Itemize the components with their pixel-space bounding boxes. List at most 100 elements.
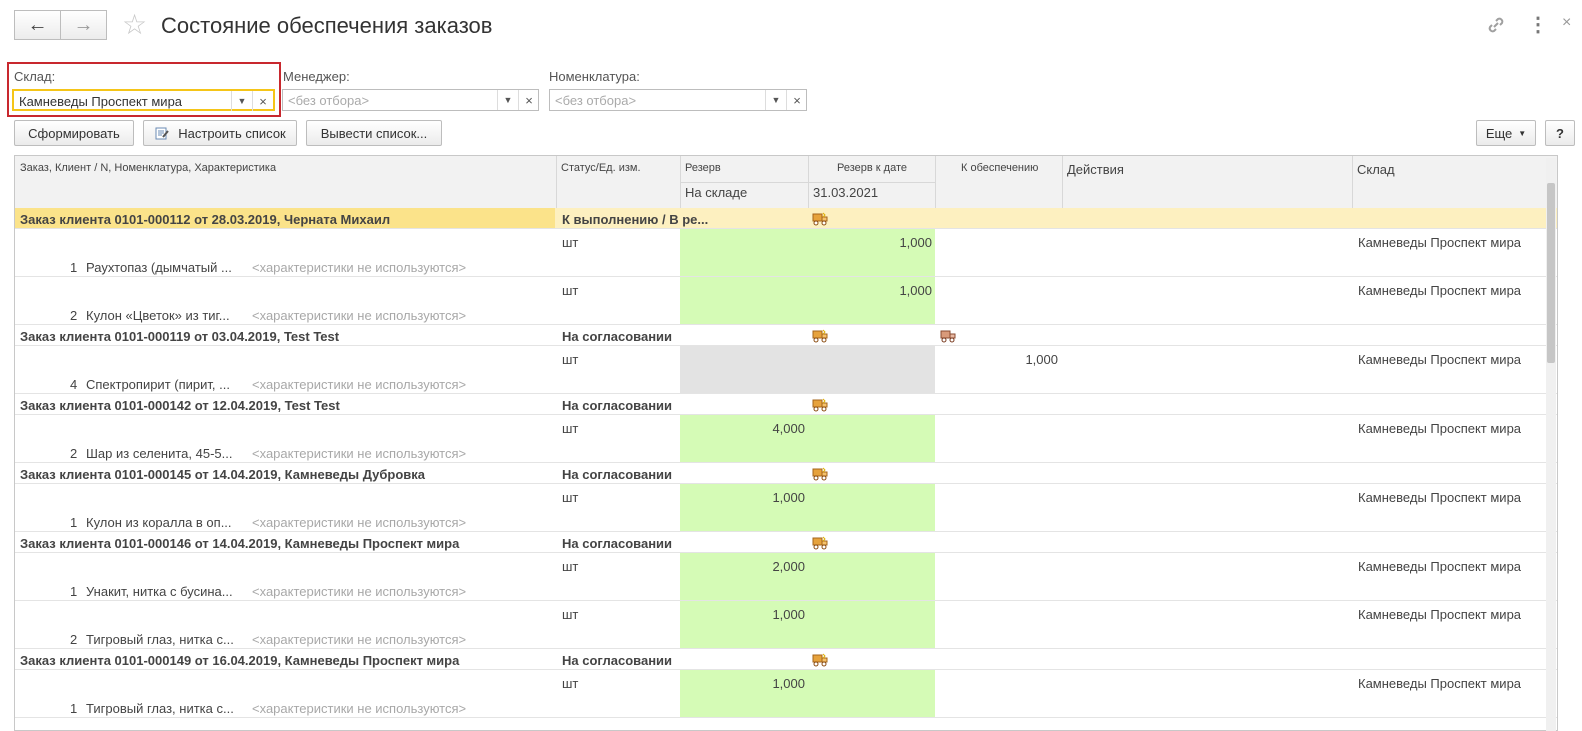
to-provide-value: 1,000 [1025,352,1058,367]
output-list-button[interactable]: Вывести список... [306,120,442,146]
order-row[interactable]: Заказ клиента 0101-000149 от 16.04.2019,… [15,649,1557,670]
characteristic: <характеристики не используются> [252,446,467,461]
manager-placeholder: <без отбора> [288,93,370,108]
truck-icon[interactable] [812,467,828,481]
warehouse-label: Склад: [14,69,56,84]
col-warehouse[interactable]: Склад [1357,162,1395,177]
truck-icon[interactable] [812,329,828,343]
item-name: Спектропирит (пирит, ... [86,377,230,392]
item-row[interactable]: шт 2 Тигровый глаз, нитка с... <характерист… [15,601,1557,649]
characteristic: <характеристики не используются> [252,515,467,530]
item-row[interactable]: шт 1 Тигровый глаз, нитка с... <характерист… [15,670,1557,718]
chevron-down-icon[interactable]: ▼ [765,90,786,110]
item-row[interactable]: шт 4 Спектропирит (пирит, ... <характеристи… [15,346,1557,394]
help-button[interactable]: ? [1545,120,1575,146]
nomenclature-field[interactable]: <без отбора> ▼ × [549,89,807,111]
chevron-down-icon[interactable]: ▼ [497,90,518,110]
form-button-label: Сформировать [28,125,120,141]
item-name: Кулон из коралла в оп... [86,515,232,530]
order-title: Заказ клиента 0101-000142 от 12.04.2019,… [20,398,340,413]
manager-field[interactable]: <без отбора> ▼ × [282,89,539,111]
nomenclature-placeholder: <без отбора> [555,93,637,108]
col-reserve-by-date[interactable]: Резерв к дате [837,162,907,174]
order-row[interactable]: Заказ клиента 0101-000145 от 14.04.2019,… [15,463,1557,484]
selected-cell [15,208,555,228]
form-button[interactable]: Сформировать [14,120,134,146]
truck-icon[interactable] [940,329,956,343]
item-row[interactable]: шт 1 Кулон из коралла в оп... <характеристи… [15,484,1557,532]
reserve-fill [680,670,935,717]
col-date[interactable]: 31.03.2021 [813,185,879,200]
unit: шт [562,235,579,250]
characteristic: <характеристики не используются> [252,584,467,599]
clear-icon[interactable]: × [518,90,539,110]
order-row[interactable]: Заказ клиента 0101-000119 от 03.04.2019,… [15,325,1557,346]
item-row[interactable]: шт 1 Раухтопаз (дымчатый ... <характеристик… [15,229,1557,277]
order-status: К выполнению / В ре... [562,212,709,227]
order-title: Заказ клиента 0101-000149 от 16.04.2019,… [20,653,460,668]
truck-icon[interactable] [812,653,828,667]
reserve-fill [680,601,935,648]
settings-list-icon [154,125,170,141]
in-stock-value: 1,000 [772,676,805,691]
output-list-label: Вывести список... [320,125,428,141]
col-reserve[interactable]: Резерв [685,162,721,174]
order-status: На согласовании [562,467,673,482]
col-in-stock[interactable]: На складе [685,185,748,200]
item-number: 2 [70,632,78,647]
favorite-star-icon[interactable]: ☆ [122,9,148,40]
chevron-down-icon: ▼ [1518,128,1527,138]
truck-icon[interactable] [812,536,828,550]
back-button[interactable]: ← [14,10,61,40]
warehouse-value: Камневеды Проспект мира [1358,607,1522,622]
item-number: 2 [70,446,78,461]
configure-list-button[interactable]: Настроить список [143,120,297,146]
item-number: 1 [70,701,78,716]
truck-icon[interactable] [812,398,828,412]
clear-icon[interactable]: × [786,90,807,110]
order-row[interactable]: Заказ клиента 0101-000142 от 12.04.2019,… [15,394,1557,415]
item-name: Тигровый глаз, нитка с... [86,701,234,716]
order-status: На согласовании [562,536,673,551]
item-number: 1 [70,584,78,599]
col-status[interactable]: Статус/Ед. изм. [561,162,641,174]
item-name: Кулон «Цветок» из тиг... [86,308,230,323]
warehouse-value: Камневеды Проспект мира [1358,352,1522,367]
forward-button[interactable]: → [60,10,107,40]
unit: шт [562,421,579,436]
item-row[interactable]: шт 1 Унакит, нитка с бусина... <характерист… [15,553,1557,601]
more-button[interactable]: Еще ▼ [1476,120,1536,146]
page-title: Состояние обеспечения заказов [161,13,493,38]
item-name: Унакит, нитка с бусина... [86,584,233,599]
close-icon[interactable]: × [1562,14,1572,31]
chevron-down-icon[interactable]: ▼ [231,91,252,111]
reserve-by-date-value: 1,000 [899,283,932,298]
characteristic: <характеристики не используются> [252,701,467,716]
item-row[interactable]: шт 2 Шар из селенита, 45-5... <характеристи… [15,415,1557,463]
scrollbar-thumb[interactable] [1547,183,1555,363]
truck-icon[interactable] [812,212,828,226]
order-row[interactable]: Заказ клиента 0101-000112 от 28.03.2019,… [15,208,1557,229]
manager-label: Менеджер: [283,69,350,84]
item-row[interactable]: шт 2 Кулон «Цветок» из тиг... <характеристи… [15,277,1557,325]
col-order[interactable]: Заказ, Клиент / N, Номенклатура, Характе… [20,162,277,174]
in-stock-value: 1,000 [772,490,805,505]
clear-icon[interactable]: × [252,91,273,111]
reserve-empty [680,346,935,393]
orders-table[interactable]: Заказ, Клиент / N, Номенклатура, Характе… [14,155,1558,731]
col-to-provide[interactable]: К обеспечению [961,162,1039,174]
characteristic: <характеристики не используются> [252,632,467,647]
order-status: На согласовании [562,329,673,344]
order-title: Заказ клиента 0101-000146 от 14.04.2019,… [20,536,460,551]
warehouse-field[interactable]: Камневеды Проспект мира ▼ × [12,89,275,111]
more-actions-icon[interactable]: ⋮ [1528,14,1548,36]
warehouse-value: Камневеды Проспект мира [1358,490,1522,505]
warehouse-value: Камневеды Проспект мира [1358,676,1522,691]
in-stock-value: 2,000 [772,559,805,574]
col-actions[interactable]: Действия [1067,162,1124,177]
warehouse-value: Камневеды Проспект мира [19,94,183,109]
order-row[interactable]: Заказ клиента 0101-000146 от 14.04.2019,… [15,532,1557,553]
vertical-scrollbar[interactable] [1546,158,1556,731]
link-icon[interactable] [1485,14,1507,42]
reserve-fill [680,277,935,324]
